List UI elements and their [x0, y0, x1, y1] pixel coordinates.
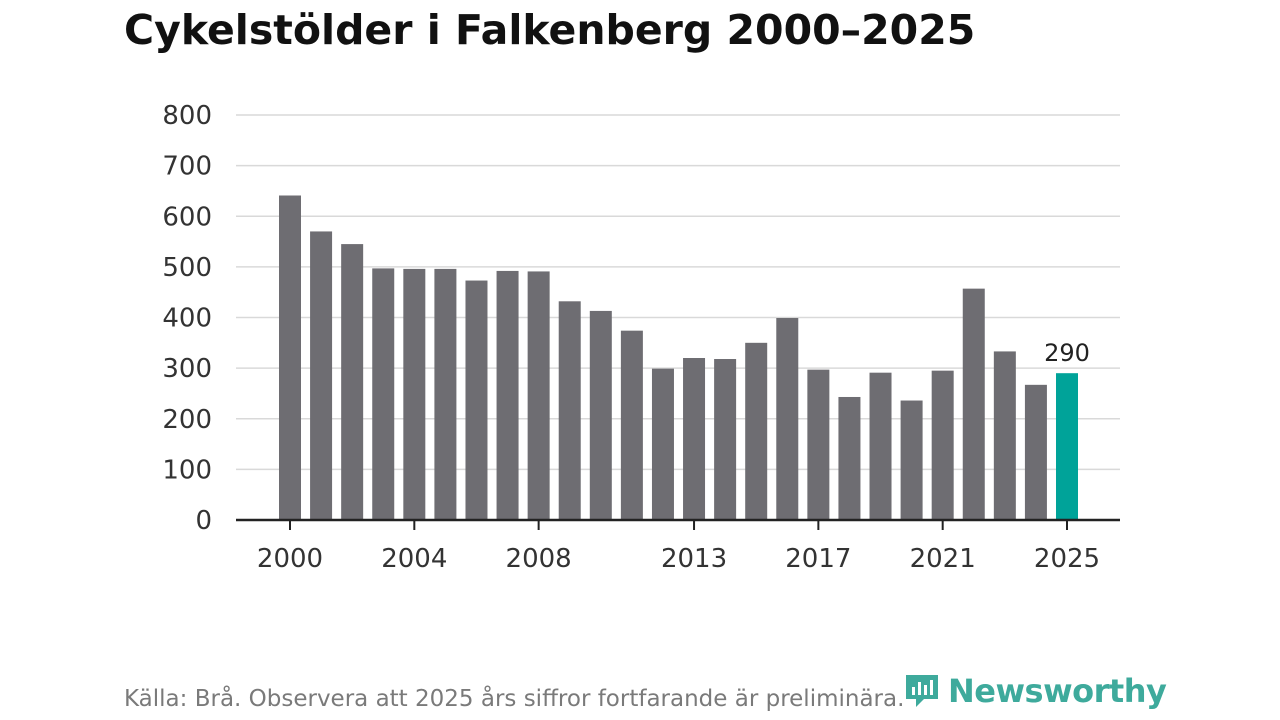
bar-2000	[279, 195, 301, 520]
bar-2007	[496, 270, 519, 520]
x-tick-label: 2025	[1034, 544, 1100, 574]
bar-2020	[900, 400, 923, 520]
bar-2009	[558, 301, 581, 520]
bar-2024	[1024, 384, 1047, 520]
bar-2011	[620, 330, 643, 520]
y-tick-label: 500	[162, 253, 212, 283]
y-tick-label: 400	[162, 304, 212, 334]
x-tick-label: 2008	[506, 544, 572, 574]
bar-2008	[527, 271, 550, 520]
x-tick-label: 2013	[661, 544, 727, 574]
y-tick-label: 600	[162, 202, 212, 232]
data-label-2025: 290	[1044, 339, 1090, 367]
y-tick-label: 700	[162, 152, 212, 182]
y-tick-label: 200	[162, 405, 212, 435]
bar-2002	[341, 244, 364, 520]
brand-name: Newsworthy	[948, 672, 1167, 710]
x-tick-label: 2017	[785, 544, 851, 574]
bar-2003	[372, 268, 395, 520]
bar-2012	[651, 368, 674, 520]
bar-2005	[434, 268, 457, 520]
bar-chart: 0 100 200 300 400 500 600 700 800 2000 2004 2008 201…	[162, 101, 1120, 574]
bar-2018	[838, 396, 861, 520]
bar-2001	[310, 231, 333, 520]
bar-2022	[962, 288, 985, 520]
y-tick-label: 300	[162, 354, 212, 384]
y-tick-label: 0	[195, 506, 212, 536]
bar-2006	[465, 280, 488, 520]
y-tick-label: 800	[162, 101, 212, 131]
source-note: Källa: Brå. Observera att 2025 års siffr…	[124, 686, 905, 712]
bar-2016	[776, 318, 799, 520]
bar-2004	[403, 268, 426, 520]
bar-2013	[683, 358, 706, 520]
newsworthy-logo-icon	[906, 675, 938, 707]
x-tick-label: 2000	[257, 544, 323, 574]
bar-2019	[869, 372, 892, 520]
chart-title: Cykelstölder i Falkenberg 2000–2025	[124, 6, 976, 54]
bar-2017	[807, 369, 830, 520]
bar-2021	[931, 370, 954, 520]
bar-2015	[745, 342, 768, 520]
bar-2014	[714, 359, 737, 520]
x-tick-label: 2021	[910, 544, 976, 574]
bar-2010	[589, 310, 612, 520]
x-tick-label: 2004	[381, 544, 447, 574]
newsworthy-logo: Newsworthy	[902, 671, 1167, 711]
y-tick-label: 100	[162, 455, 212, 485]
bar-2023	[993, 351, 1016, 520]
bar-highlight-2025	[1056, 373, 1078, 520]
